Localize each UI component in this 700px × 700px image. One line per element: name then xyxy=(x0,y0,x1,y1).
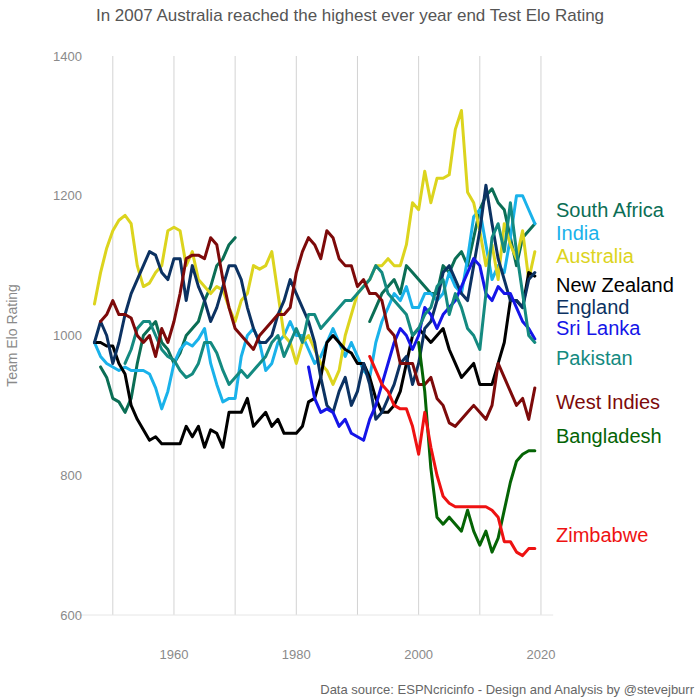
legend-label: South Africa xyxy=(556,199,665,221)
y-axis-label: Team Elo Rating xyxy=(4,284,20,387)
chart: In 2007 Australia reached the highest ev… xyxy=(0,0,700,700)
y-tick-label: 1200 xyxy=(53,188,82,203)
grid-line xyxy=(173,56,174,615)
background xyxy=(0,0,700,700)
y-tick-label: 600 xyxy=(60,608,82,623)
title: In 2007 Australia reached the highest ev… xyxy=(96,6,604,25)
series-line xyxy=(309,259,535,441)
legend-label: Australia xyxy=(556,245,635,267)
series-line xyxy=(419,342,535,552)
legend-label: England xyxy=(556,296,629,318)
x-tick-label: 2000 xyxy=(404,647,433,662)
grid-line xyxy=(112,56,113,615)
legend-label: Bangladesh xyxy=(556,425,662,447)
series-line xyxy=(101,231,535,427)
legend-label: India xyxy=(556,222,600,244)
series-line xyxy=(94,196,534,409)
x-tick-label: 2020 xyxy=(527,647,556,662)
x-axis-line xyxy=(76,615,553,616)
grid xyxy=(113,56,541,615)
legend-label: Zimbabwe xyxy=(556,524,648,546)
legend-label: Sri Lanka xyxy=(556,317,641,339)
grid-line xyxy=(235,56,236,615)
y-tick-label: 800 xyxy=(60,468,82,483)
x-tick-label: 1960 xyxy=(160,647,189,662)
series-line xyxy=(94,185,534,419)
legend-label: Pakistan xyxy=(556,347,633,369)
legend-label: New Zealand xyxy=(556,274,674,296)
y-tick-label: 1400 xyxy=(53,49,82,64)
caption: Data source: ESPNcricinfo - Design and A… xyxy=(320,682,694,697)
x-tick-label: 1980 xyxy=(282,647,311,662)
series-lines xyxy=(94,111,534,556)
grid-line xyxy=(357,56,358,615)
grid-line xyxy=(540,56,541,615)
series-line xyxy=(370,356,535,555)
y-tick-label: 1000 xyxy=(53,328,82,343)
series-line xyxy=(101,189,535,413)
series-line xyxy=(125,203,535,385)
legend-label: West Indies xyxy=(556,391,660,413)
